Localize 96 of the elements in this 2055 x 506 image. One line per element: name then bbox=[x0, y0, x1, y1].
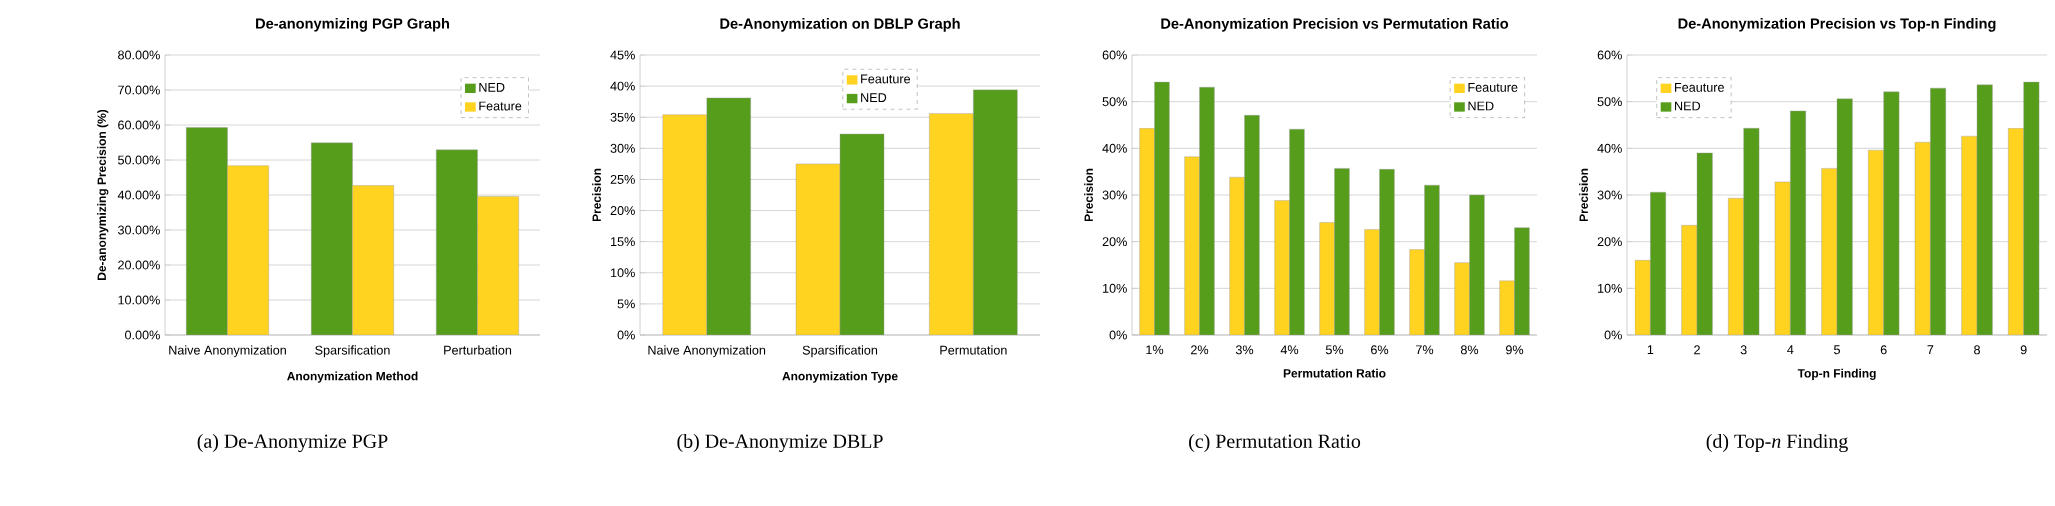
x-tick-label: 9 bbox=[2020, 345, 2027, 355]
legend-label: NED bbox=[479, 82, 505, 92]
x-tick-label: 1 bbox=[1647, 345, 1654, 355]
x-tick-label: Sparsification bbox=[802, 345, 878, 358]
x-tick-label: 4 bbox=[1787, 345, 1794, 355]
bar bbox=[1499, 280, 1515, 335]
x-tick-label: Naive Anonymization bbox=[648, 345, 766, 358]
y-axis-title: Precision bbox=[1579, 168, 1588, 222]
y-tick-label: 50.00% bbox=[118, 155, 160, 165]
y-tick-label: 10% bbox=[611, 268, 635, 278]
y-tick-label: 20% bbox=[1102, 237, 1127, 247]
legend-label: Feature bbox=[479, 101, 522, 111]
y-tick-label: 50% bbox=[1102, 97, 1127, 107]
bar bbox=[1274, 200, 1290, 335]
x-tick-label: 8 bbox=[1974, 345, 1980, 355]
y-tick-label: 40% bbox=[1102, 143, 1127, 153]
y-tick-label: 30% bbox=[610, 143, 635, 153]
x-tick-label: 7% bbox=[1416, 345, 1434, 355]
y-tick-label: 0.00% bbox=[125, 330, 160, 340]
text: (a) De-Anonymize PGP bbox=[197, 433, 388, 453]
x-tick-label: 6% bbox=[1371, 345, 1389, 355]
y-tick-label: 20.00% bbox=[118, 260, 160, 270]
x-tick-label: 5% bbox=[1325, 345, 1344, 355]
x-axis-title: Permutation Ratio bbox=[1283, 368, 1386, 378]
x-tick-label: Perturbation bbox=[444, 345, 512, 355]
y-axis-title: Precision bbox=[1084, 168, 1093, 222]
bar bbox=[1319, 222, 1335, 335]
y-axis-title: Precision bbox=[592, 168, 601, 222]
y-tick-label: 20% bbox=[1597, 237, 1622, 247]
y-tick-label: 60.00% bbox=[118, 120, 160, 130]
text: (c) Permutation Ratio bbox=[1189, 433, 1361, 453]
chart-title: De-Anonymization Precision vs Top-n Finding bbox=[1678, 17, 1996, 32]
y-tick-label: 30% bbox=[1597, 190, 1622, 200]
y-tick-label: 10.00% bbox=[118, 295, 160, 305]
bar bbox=[1184, 156, 1200, 335]
y-tick-label: 30% bbox=[1102, 190, 1127, 200]
y-tick-label: 60% bbox=[1597, 50, 1622, 60]
x-tick-label: 2% bbox=[1191, 345, 1209, 355]
bar bbox=[1229, 177, 1245, 335]
x-tick-label: 6 bbox=[1880, 345, 1887, 355]
x-tick-label: Sparsification bbox=[315, 345, 390, 358]
x-tick-label: Permutation bbox=[940, 345, 1007, 355]
x-tick-label: Naive Anonymization bbox=[169, 345, 286, 358]
x-tick-label: 8% bbox=[1460, 345, 1479, 355]
y-tick-label: 0% bbox=[617, 330, 635, 340]
bar bbox=[1409, 249, 1425, 335]
x-tick-label: 2 bbox=[1694, 345, 1700, 355]
bar bbox=[1364, 229, 1380, 335]
y-tick-label: 80.00% bbox=[118, 50, 160, 60]
x-tick-label: 7 bbox=[1927, 345, 1934, 355]
text: (d) Top-n Finding bbox=[1706, 433, 1848, 453]
y-tick-label: 40% bbox=[1597, 143, 1622, 153]
y-tick-label: 30.00% bbox=[117, 225, 160, 235]
y-tick-label: 5% bbox=[617, 299, 635, 309]
x-tick-label: 3% bbox=[1235, 345, 1254, 355]
bar bbox=[973, 89, 1018, 335]
x-tick-label: 1% bbox=[1146, 345, 1164, 355]
x-tick-label: 5 bbox=[1834, 345, 1841, 355]
chart-title: De-Anonymization on DBLP Graph bbox=[720, 18, 960, 32]
x-axis-title: Anonymization Type bbox=[782, 371, 898, 383]
bar bbox=[839, 133, 885, 335]
y-tick-label: 20% bbox=[610, 206, 635, 216]
x-axis-title: Top-n Finding bbox=[1797, 368, 1876, 380]
bar bbox=[929, 113, 974, 335]
chart-title: De-anonymizing PGP Graph bbox=[256, 18, 450, 32]
legend-label: NED bbox=[861, 93, 887, 102]
y-tick-label: 15% bbox=[611, 237, 635, 247]
y-axis-title: De-anonymizing Precision (%) bbox=[97, 109, 109, 280]
x-tick-label: 9% bbox=[1505, 345, 1524, 355]
x-axis-title: Anonymization Method bbox=[287, 371, 418, 383]
y-tick-label: 50% bbox=[1597, 97, 1622, 107]
bar bbox=[706, 97, 751, 335]
y-tick-label: 70.00% bbox=[118, 85, 160, 95]
y-tick-label: 25% bbox=[610, 174, 635, 184]
y-tick-label: 40.00% bbox=[117, 190, 160, 200]
x-tick-label: 3 bbox=[1740, 345, 1747, 355]
y-tick-label: 0% bbox=[1604, 330, 1622, 340]
bar bbox=[1454, 262, 1470, 335]
legend-label: NED bbox=[1468, 101, 1494, 111]
chart-title: De-Anonymization Precision vs Permutation Ratio bbox=[1161, 18, 1509, 32]
y-tick-label: 60% bbox=[1102, 50, 1127, 60]
y-tick-label: 35% bbox=[610, 112, 635, 122]
x-tick-label: 4% bbox=[1280, 345, 1299, 355]
bar bbox=[795, 163, 841, 335]
y-tick-label: 10% bbox=[1598, 283, 1622, 293]
bar bbox=[662, 114, 707, 335]
y-tick-label: 40% bbox=[610, 81, 635, 91]
bar bbox=[1139, 128, 1155, 335]
legend-label: NED bbox=[1675, 101, 1701, 111]
y-tick-label: 10% bbox=[1103, 283, 1127, 293]
text: (b) De-Anonymize DBLP bbox=[677, 433, 883, 453]
legend-label: Feauture bbox=[1675, 82, 1724, 92]
y-tick-label: 45% bbox=[610, 50, 635, 60]
legend-label: Feauture bbox=[861, 74, 911, 84]
y-tick-label: 0% bbox=[1109, 330, 1127, 340]
legend-label: Feauture bbox=[1468, 82, 1518, 92]
